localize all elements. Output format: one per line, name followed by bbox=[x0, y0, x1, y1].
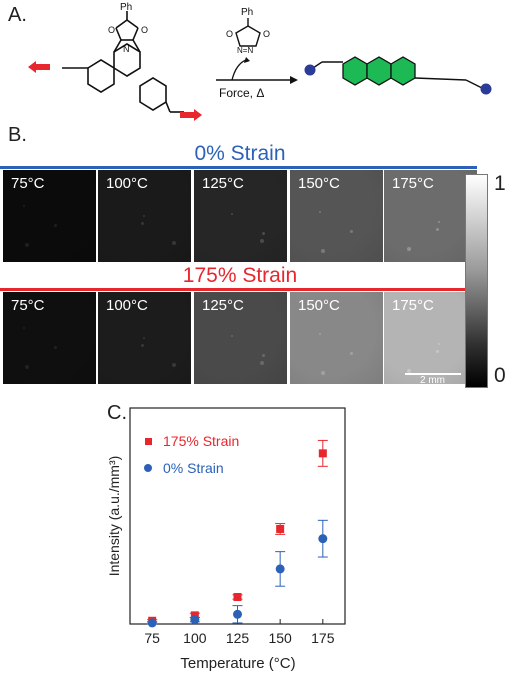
svg-text:O: O bbox=[263, 29, 270, 39]
svg-text:N=N: N=N bbox=[237, 46, 253, 55]
data-point bbox=[276, 524, 285, 533]
data-point bbox=[190, 615, 200, 625]
data-point bbox=[318, 449, 327, 458]
bottom-row-tile-temp-label: 150°C bbox=[298, 297, 340, 314]
force-arrow-right bbox=[180, 109, 202, 121]
top-row-tile-0: 75°C bbox=[3, 170, 96, 262]
speck bbox=[407, 369, 411, 373]
x-tick-label: 175 bbox=[311, 630, 335, 646]
x-tick-label: 75 bbox=[144, 630, 160, 646]
top-row-tile-temp-label: 100°C bbox=[106, 175, 148, 192]
bottom-row-divider bbox=[0, 288, 477, 291]
speck bbox=[319, 211, 321, 213]
speck bbox=[436, 228, 439, 231]
speck bbox=[141, 344, 144, 347]
top-row-tile-temp-label: 75°C bbox=[11, 175, 45, 192]
reaction-scheme: Ph O O N Ph O O N=N Force, Δ bbox=[28, 2, 492, 121]
speck bbox=[54, 224, 57, 227]
x-tick-label: 150 bbox=[268, 630, 292, 646]
top-row-title: 0% Strain bbox=[194, 142, 286, 165]
scale-bar bbox=[405, 373, 461, 375]
y-axis-label: Intensity (a.u./mm³) bbox=[106, 456, 122, 577]
speck bbox=[141, 222, 144, 225]
speck bbox=[436, 350, 439, 353]
colorbar-max-label: 1 bbox=[494, 172, 506, 195]
panel-c-label: C. bbox=[107, 402, 127, 424]
adduct-structure bbox=[62, 11, 184, 113]
ptad-structure bbox=[235, 18, 261, 47]
x-tick-label: 125 bbox=[226, 630, 250, 646]
speck bbox=[25, 243, 29, 247]
speck bbox=[438, 221, 440, 223]
speck bbox=[25, 365, 29, 369]
scale-bar-label: 2 mm bbox=[420, 375, 445, 386]
speck bbox=[321, 249, 325, 253]
top-row-tile-2: 125°C bbox=[194, 170, 287, 262]
bottom-row-tile-3: 150°C bbox=[290, 292, 383, 384]
x-tick-label: 100 bbox=[183, 630, 207, 646]
legend: 175% Strain 0% Strain bbox=[144, 433, 239, 476]
data-point bbox=[318, 534, 328, 544]
bottom-row-tile-temp-label: 75°C bbox=[11, 297, 45, 314]
speck bbox=[262, 232, 265, 235]
speck bbox=[350, 230, 353, 233]
bottom-row-tile-temp-label: 125°C bbox=[202, 297, 244, 314]
speck bbox=[23, 327, 25, 329]
speck bbox=[54, 346, 57, 349]
reagent-ph-label: Ph bbox=[241, 7, 253, 18]
top-row-tile-4: 175°C bbox=[384, 170, 477, 262]
top-row-tile-3: 150°C bbox=[290, 170, 383, 262]
svg-text:N: N bbox=[123, 44, 130, 54]
x-axis-label: Temperature (°C) bbox=[180, 655, 295, 672]
speck bbox=[143, 337, 145, 339]
bottom-row-tile-temp-label: 175°C bbox=[392, 297, 434, 314]
svg-text:O: O bbox=[226, 29, 233, 39]
top-row-tile-temp-label: 150°C bbox=[298, 175, 340, 192]
legend-marker-0 bbox=[144, 464, 152, 472]
bottom-row-tile-temp-label: 100°C bbox=[106, 297, 148, 314]
intensity-chart: Intensity (a.u./mm³) Temperature (°C) 75… bbox=[106, 407, 346, 672]
top-row-divider bbox=[0, 166, 477, 169]
adduct-ph-label: Ph bbox=[120, 2, 132, 13]
data-point bbox=[233, 593, 242, 601]
legend-label-175: 175% Strain bbox=[163, 433, 239, 449]
speck bbox=[231, 335, 233, 337]
bottom-row-tile-0: 75°C bbox=[3, 292, 96, 384]
data-point bbox=[275, 564, 285, 574]
legend-label-0: 0% Strain bbox=[163, 460, 224, 476]
speck bbox=[350, 352, 353, 355]
top-row-tile-1: 100°C bbox=[98, 170, 191, 262]
speck bbox=[438, 343, 440, 345]
svg-text:O: O bbox=[108, 25, 115, 35]
data-point bbox=[233, 609, 242, 619]
speck bbox=[262, 354, 265, 357]
svg-text:O: O bbox=[141, 25, 148, 35]
bottom-row-tile-1: 100°C bbox=[98, 292, 191, 384]
panel-a-label: A. bbox=[8, 4, 27, 26]
speck bbox=[260, 361, 264, 365]
speck bbox=[260, 239, 264, 243]
data-point bbox=[147, 618, 157, 628]
bottom-row-tile-4: 175°C bbox=[384, 292, 477, 384]
bottom-row-title: 175% Strain bbox=[182, 264, 298, 287]
colorbar-min-label: 0 bbox=[494, 364, 506, 387]
bottom-row-tile-2: 125°C bbox=[194, 292, 287, 384]
speck bbox=[172, 363, 176, 367]
colorbar bbox=[465, 174, 488, 388]
top-row-tile-temp-label: 125°C bbox=[202, 175, 244, 192]
speck bbox=[319, 333, 321, 335]
legend-marker-175 bbox=[145, 438, 152, 445]
speck bbox=[231, 213, 233, 215]
top-row-tile-temp-label: 175°C bbox=[392, 175, 434, 192]
speck bbox=[143, 215, 145, 217]
reaction-condition: Force, Δ bbox=[219, 86, 264, 100]
force-arrow-left bbox=[28, 61, 50, 73]
speck bbox=[172, 241, 176, 245]
speck bbox=[407, 247, 411, 251]
speck bbox=[321, 371, 325, 375]
speck bbox=[23, 205, 25, 207]
product-structure bbox=[304, 56, 492, 95]
panel-b-label: B. bbox=[8, 124, 27, 146]
